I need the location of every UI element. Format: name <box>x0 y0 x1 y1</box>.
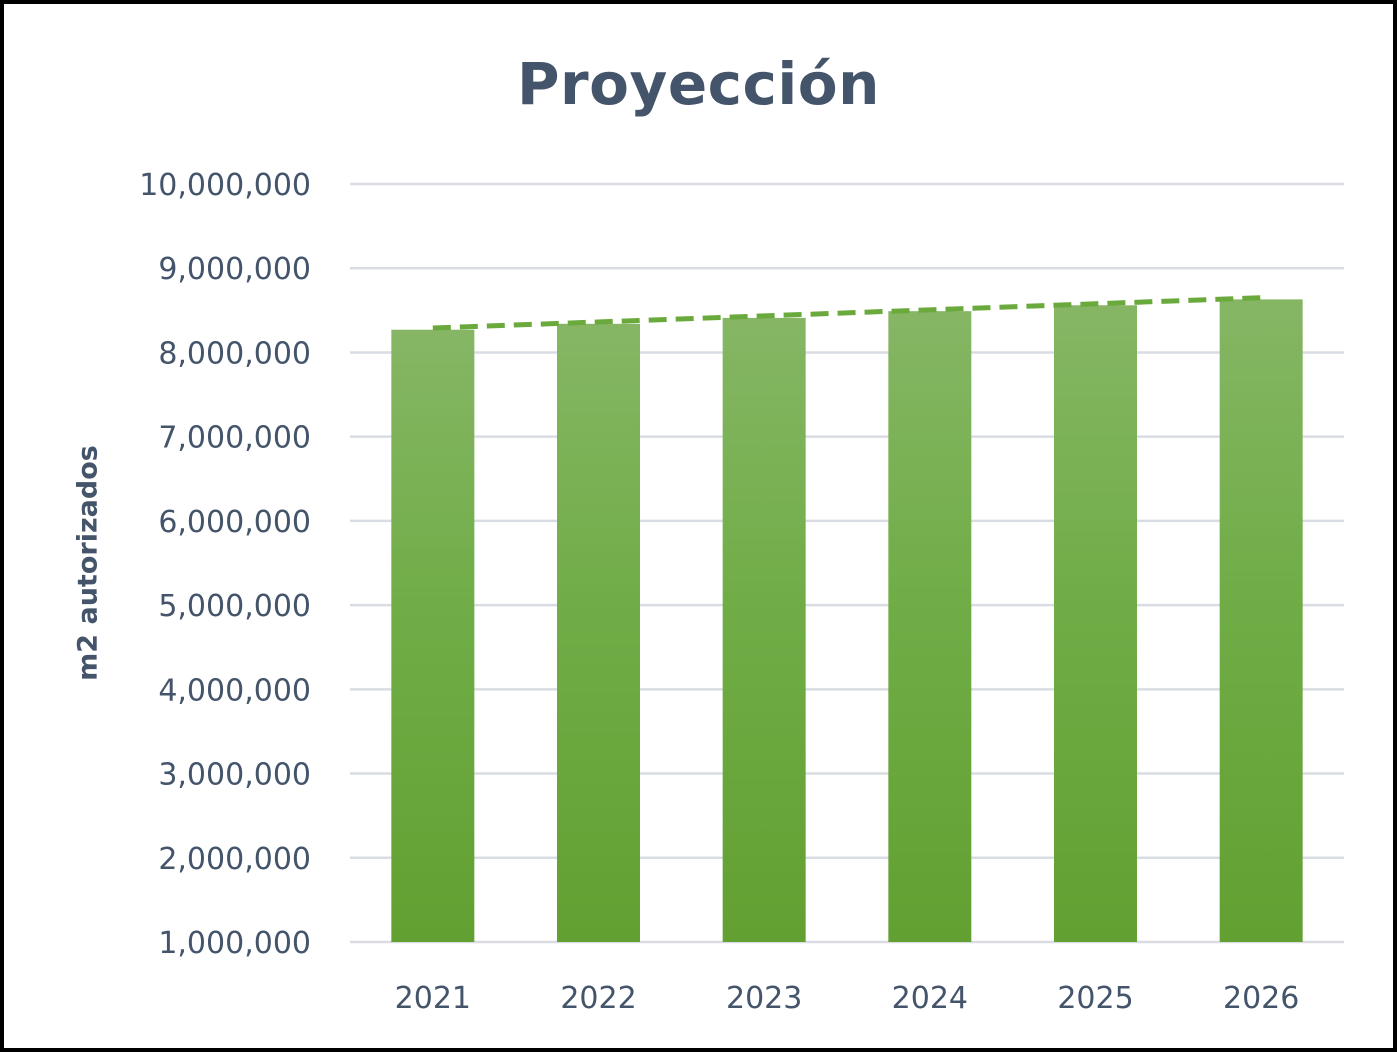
bar-2025 <box>1054 305 1137 942</box>
y-tick-label: 3,000,000 <box>158 758 311 793</box>
bars <box>391 299 1303 943</box>
bar-2026 <box>1219 299 1303 943</box>
x-tick-label: 2026 <box>1223 981 1299 1016</box>
x-tick-label: 2025 <box>1057 981 1133 1016</box>
y-tick-label: 7,000,000 <box>158 421 311 456</box>
x-tick-label: 2024 <box>892 981 968 1016</box>
bar-2024 <box>888 311 972 943</box>
bar-2023 <box>722 317 806 942</box>
y-tick-label: 8,000,000 <box>158 336 311 371</box>
x-tick-label: 2021 <box>395 981 471 1016</box>
chart-title: Proyección <box>517 50 880 118</box>
trendline <box>432 295 1262 331</box>
gridlines <box>350 182 1344 944</box>
x-tick-label: 2022 <box>560 981 636 1016</box>
y-tick-label: 9,000,000 <box>158 252 311 287</box>
x-axis-ticks: 2021 2022 2023 2024 2025 2026 <box>395 981 1300 1016</box>
y-tick-label: 4,000,000 <box>158 673 311 708</box>
x-tick-label: 2023 <box>726 981 802 1016</box>
y-axis-ticks: 1,000,000 2,000,000 3,000,000 4,000,000 5,00… <box>139 168 311 961</box>
bar-2022 <box>557 323 640 942</box>
y-tick-label: 2,000,000 <box>158 842 311 877</box>
y-tick-label: 5,000,000 <box>158 589 311 624</box>
y-tick-label: 1,000,000 <box>158 926 311 961</box>
bar-2021 <box>391 329 475 942</box>
y-tick-label: 6,000,000 <box>158 505 311 540</box>
y-tick-label: 10,000,000 <box>139 168 311 203</box>
trendline-layer <box>432 295 1262 331</box>
